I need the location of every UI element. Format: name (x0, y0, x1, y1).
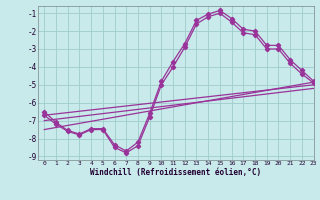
X-axis label: Windchill (Refroidissement éolien,°C): Windchill (Refroidissement éolien,°C) (91, 168, 261, 177)
